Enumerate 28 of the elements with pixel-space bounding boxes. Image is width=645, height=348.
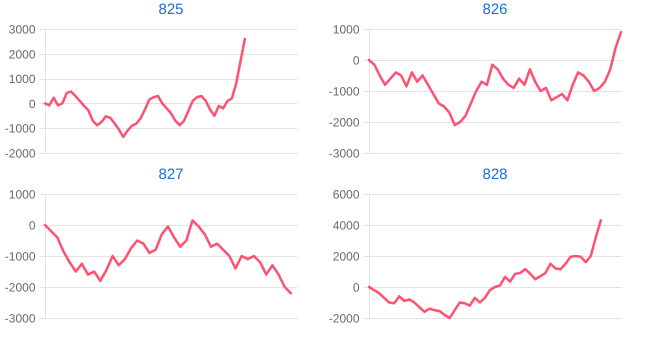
y-tick-label: 1000 bbox=[8, 72, 36, 86]
y-tick-label: -2000 bbox=[328, 312, 360, 326]
chart-title: 827 bbox=[158, 166, 184, 183]
y-tick-label: 3000 bbox=[8, 22, 36, 36]
y-tick-label: 0 bbox=[28, 218, 36, 232]
y-tick-label: 0 bbox=[352, 54, 360, 68]
y-tick-label: -1000 bbox=[4, 250, 36, 264]
y-tick-label: 6000 bbox=[332, 188, 360, 202]
y-tick-label: 1000 bbox=[8, 188, 36, 202]
line-series bbox=[44, 219, 292, 294]
y-tick-label: 0 bbox=[28, 96, 36, 111]
y-tick-label: -3000 bbox=[328, 146, 360, 160]
y-tick-label: 0 bbox=[352, 280, 360, 294]
y-tick-label: 2000 bbox=[332, 250, 360, 264]
y-tick-label: -2000 bbox=[4, 280, 36, 294]
y-tick-label: 1000 bbox=[332, 22, 360, 36]
line-series bbox=[368, 219, 602, 320]
y-tick-label: -2000 bbox=[4, 146, 36, 160]
y-tick-label: 2000 bbox=[8, 47, 36, 62]
chart-title: 826 bbox=[482, 1, 508, 18]
line-series bbox=[44, 38, 246, 138]
y-tick-label: -2000 bbox=[328, 116, 360, 130]
y-tick-label: -3000 bbox=[4, 312, 36, 326]
y-tick-label: -1000 bbox=[4, 122, 36, 136]
chart-title: 825 bbox=[158, 1, 184, 18]
y-tick-label: -1000 bbox=[328, 84, 360, 98]
y-tick-label: 4000 bbox=[332, 218, 360, 232]
chart-title: 828 bbox=[482, 166, 508, 183]
